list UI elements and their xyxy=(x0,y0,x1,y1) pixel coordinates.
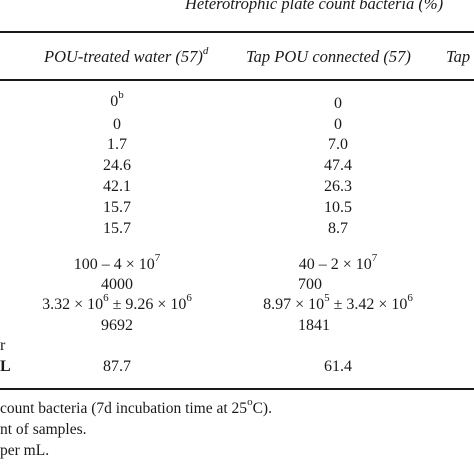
table-cell: 7.0 xyxy=(328,136,348,153)
cell-value: 40 – 2 × 10 xyxy=(298,256,372,273)
mean-sd-cell: 3.32 × 106 ± 9.26 × 106 xyxy=(0,292,234,314)
table-cell: 24.6 xyxy=(103,157,131,174)
table-cell: 10.5 xyxy=(324,199,352,216)
column-header-pou-treated: POU-treated water (57)d xyxy=(44,44,209,67)
cell-sup: 6 xyxy=(186,291,192,304)
percent-cell: 61.4 xyxy=(324,358,352,375)
row-label-fragment: r xyxy=(0,337,6,354)
footnote-text: count bacteria (7d incubation time at 25 xyxy=(0,400,248,417)
column-header-label: POU-treated water (57) xyxy=(44,47,203,66)
table-bottom-rule xyxy=(0,388,474,390)
cell-value: 100 – 4 × 10 xyxy=(73,256,155,273)
cell-value: 3.32 × 10 xyxy=(42,296,104,313)
mean-sd-cell: 8.97 × 105 ± 3.42 × 106 xyxy=(234,292,442,314)
table-cell: 0b xyxy=(0,89,234,111)
table-cell: 15.7 xyxy=(103,220,131,237)
cell-sup: 5 xyxy=(324,291,330,304)
spanning-header-rule xyxy=(0,31,474,33)
table-cell: 47.4 xyxy=(324,157,352,174)
cell-sup: 7 xyxy=(154,251,161,264)
cell-value: ± 3.42 × 10 xyxy=(329,296,408,313)
column-header-tap: Tap xyxy=(446,47,470,67)
range-cell: 40 – 2 × 107 xyxy=(234,252,442,274)
column-header-sup: d xyxy=(202,44,209,57)
footnote: nt of samples. xyxy=(0,421,87,438)
cell-sup: 6 xyxy=(103,291,109,304)
cell-sup: b xyxy=(118,88,124,101)
geo-mean-cell: 1841 xyxy=(298,317,330,334)
cell-sup: 7 xyxy=(371,251,378,264)
table-cell: 8.7 xyxy=(328,220,348,237)
table-cell: 15.7 xyxy=(103,199,131,216)
footnote: count bacteria (7d incubation time at 25… xyxy=(0,396,272,418)
column-header-tap-pou: Tap POU connected (57) xyxy=(246,47,411,67)
table-cell: 1.7 xyxy=(107,136,127,153)
column-header-label: Tap POU connected (57) xyxy=(246,47,411,66)
range-cell: 100 – 4 × 107 xyxy=(0,252,234,274)
table-cell: 42.1 xyxy=(103,178,131,195)
row-label-fragment: L xyxy=(0,358,11,375)
footnote-text: C). xyxy=(252,400,272,417)
table-cell: 26.3 xyxy=(324,178,352,195)
median-cell: 4000 xyxy=(101,276,133,293)
geo-mean-cell: 9692 xyxy=(101,317,133,334)
percent-cell: 87.7 xyxy=(103,358,131,375)
footnote-sup: o xyxy=(247,395,253,408)
table-cell: 0 xyxy=(334,116,342,133)
cell-sup: 6 xyxy=(407,291,413,304)
spanning-header: Heterotrophic plate count bacteria (%) xyxy=(185,0,444,13)
cell-value: ± 9.26 × 10 xyxy=(108,296,187,313)
table-cell: 0 xyxy=(113,116,121,133)
table-cell: 0 xyxy=(334,95,342,112)
column-header-label: Tap xyxy=(446,47,471,66)
cell-value: 0 xyxy=(110,93,119,110)
median-cell: 700 xyxy=(298,276,322,293)
footnote: per mL. xyxy=(0,442,50,459)
column-header-rule xyxy=(0,79,474,81)
cell-value: 8.97 × 10 xyxy=(263,296,325,313)
